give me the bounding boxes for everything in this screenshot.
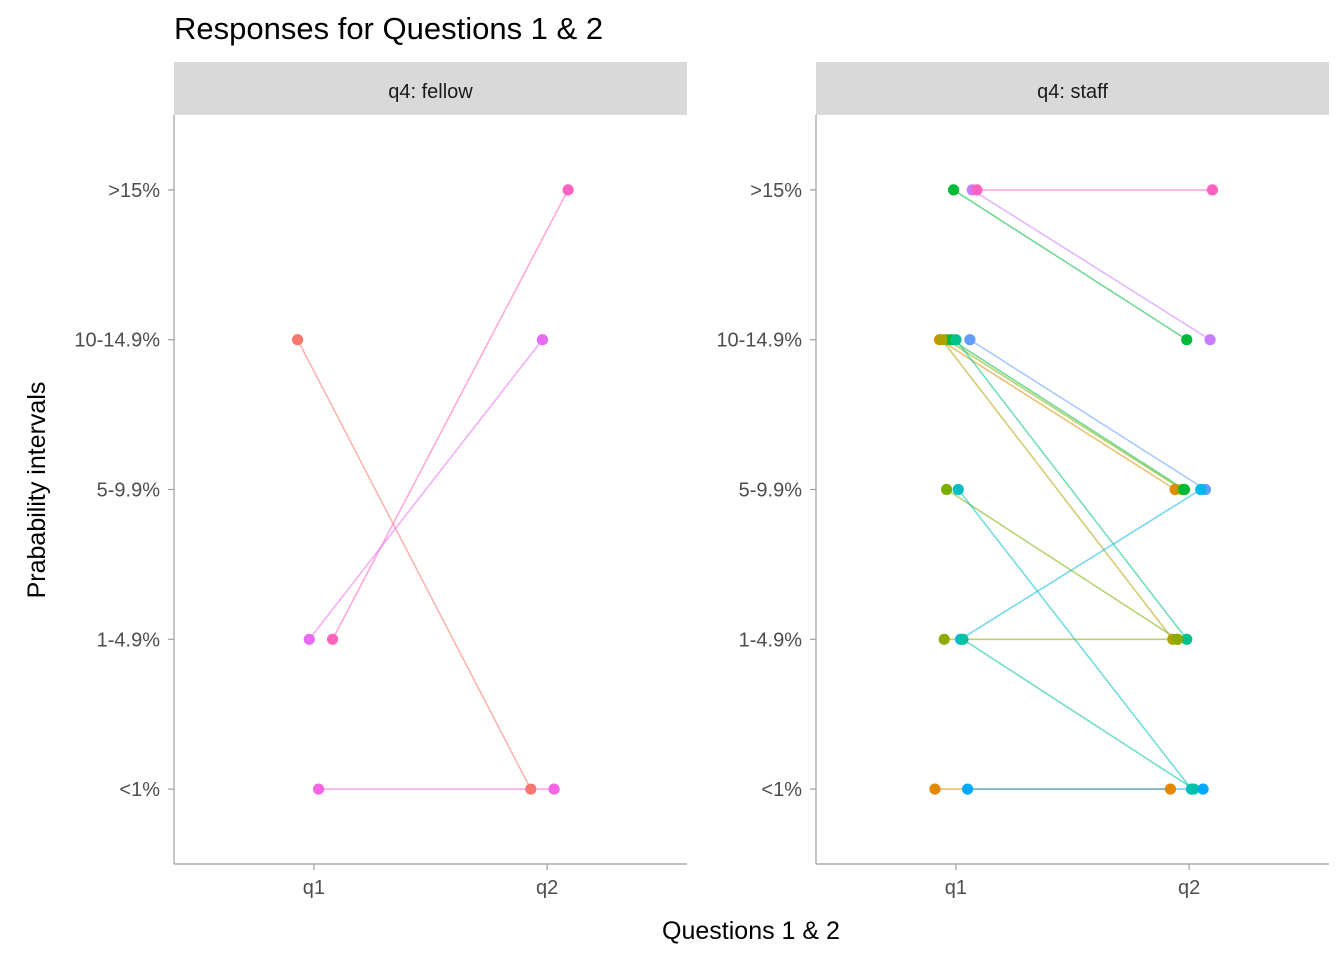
series-line (939, 339, 1176, 491)
facet-strip (174, 62, 687, 115)
data-point (1164, 783, 1177, 795)
y-tick-label: <1% (119, 779, 160, 801)
data-point (303, 633, 315, 645)
series-line (296, 339, 532, 790)
y-tick-label: 1-4.9% (739, 629, 803, 651)
facet-panel: q4: fellow <1% 1-4.9% 5-9.9% 10-14.9% >15% q1 q… (74, 62, 687, 899)
series-points (929, 184, 1219, 795)
data-point (548, 783, 560, 795)
series-line (969, 339, 1206, 491)
data-point (1181, 633, 1193, 645)
series-line (953, 189, 1188, 341)
series-line (960, 488, 1202, 640)
y-tick-label: 10-14.9% (74, 330, 160, 352)
x-tick-label: q1 (303, 877, 325, 899)
data-point (947, 184, 960, 196)
data-point (952, 483, 964, 496)
y-tick-label: >15% (108, 180, 160, 202)
data-point (1178, 483, 1191, 496)
y-tick-label: 1-4.9% (97, 629, 161, 651)
data-point (1204, 334, 1216, 346)
facet-panel: q4: staff <1% 1-4.9% 5-9.9% 10-14.9% >15% q1 q2 (716, 62, 1329, 899)
facet-strip-label: q4: fellow (388, 81, 473, 103)
series-line (308, 339, 544, 640)
data-point (312, 783, 325, 795)
x-axis-title: Questions 1 & 2 (662, 917, 840, 945)
y-tick-label: >15% (750, 180, 802, 202)
series-points (291, 184, 574, 795)
data-point (1197, 783, 1209, 795)
data-point (1195, 483, 1207, 496)
y-axis-title: Prabability intervals (23, 382, 51, 599)
data-point (525, 783, 537, 795)
series-line (971, 189, 1211, 341)
data-point (961, 783, 974, 795)
series-line (946, 488, 1178, 640)
x-tick-label: q1 (945, 877, 967, 899)
x-tick-label: q2 (1178, 877, 1200, 899)
data-point (929, 783, 941, 795)
series-line (331, 189, 569, 640)
x-tick-label: q2 (536, 877, 558, 899)
series-line (962, 638, 1195, 790)
data-point (964, 334, 976, 346)
data-point (938, 633, 950, 645)
series-lines (296, 189, 569, 790)
series-line (941, 339, 1174, 640)
data-point (1171, 633, 1184, 645)
y-tick-label: <1% (761, 779, 802, 801)
data-point (291, 334, 304, 346)
series-line (950, 339, 1185, 491)
data-point (326, 633, 339, 645)
data-point (562, 184, 574, 196)
chart-title: Responses for Questions 1 & 2 (174, 11, 603, 46)
data-point (957, 633, 969, 645)
data-point (1181, 334, 1193, 346)
facet-strip-label: q4: staff (1037, 81, 1108, 103)
y-tick-label: 5-9.9% (739, 480, 803, 502)
series-lines (934, 189, 1213, 790)
data-point (536, 334, 549, 346)
data-point (940, 483, 953, 496)
facet-strip (816, 62, 1329, 115)
data-point (950, 334, 962, 346)
series-line (946, 339, 1183, 491)
y-tick-label: 5-9.9% (97, 480, 161, 502)
data-point (936, 334, 948, 346)
data-point (971, 184, 983, 196)
data-point (1206, 184, 1219, 196)
facet-panels: q4: fellow<1%1-4.9%5-9.9%10-14.9%>15%q1 q… (74, 62, 1329, 899)
y-tick-label: 10-14.9% (716, 330, 802, 352)
data-point (1188, 783, 1200, 795)
series-line (955, 339, 1188, 640)
